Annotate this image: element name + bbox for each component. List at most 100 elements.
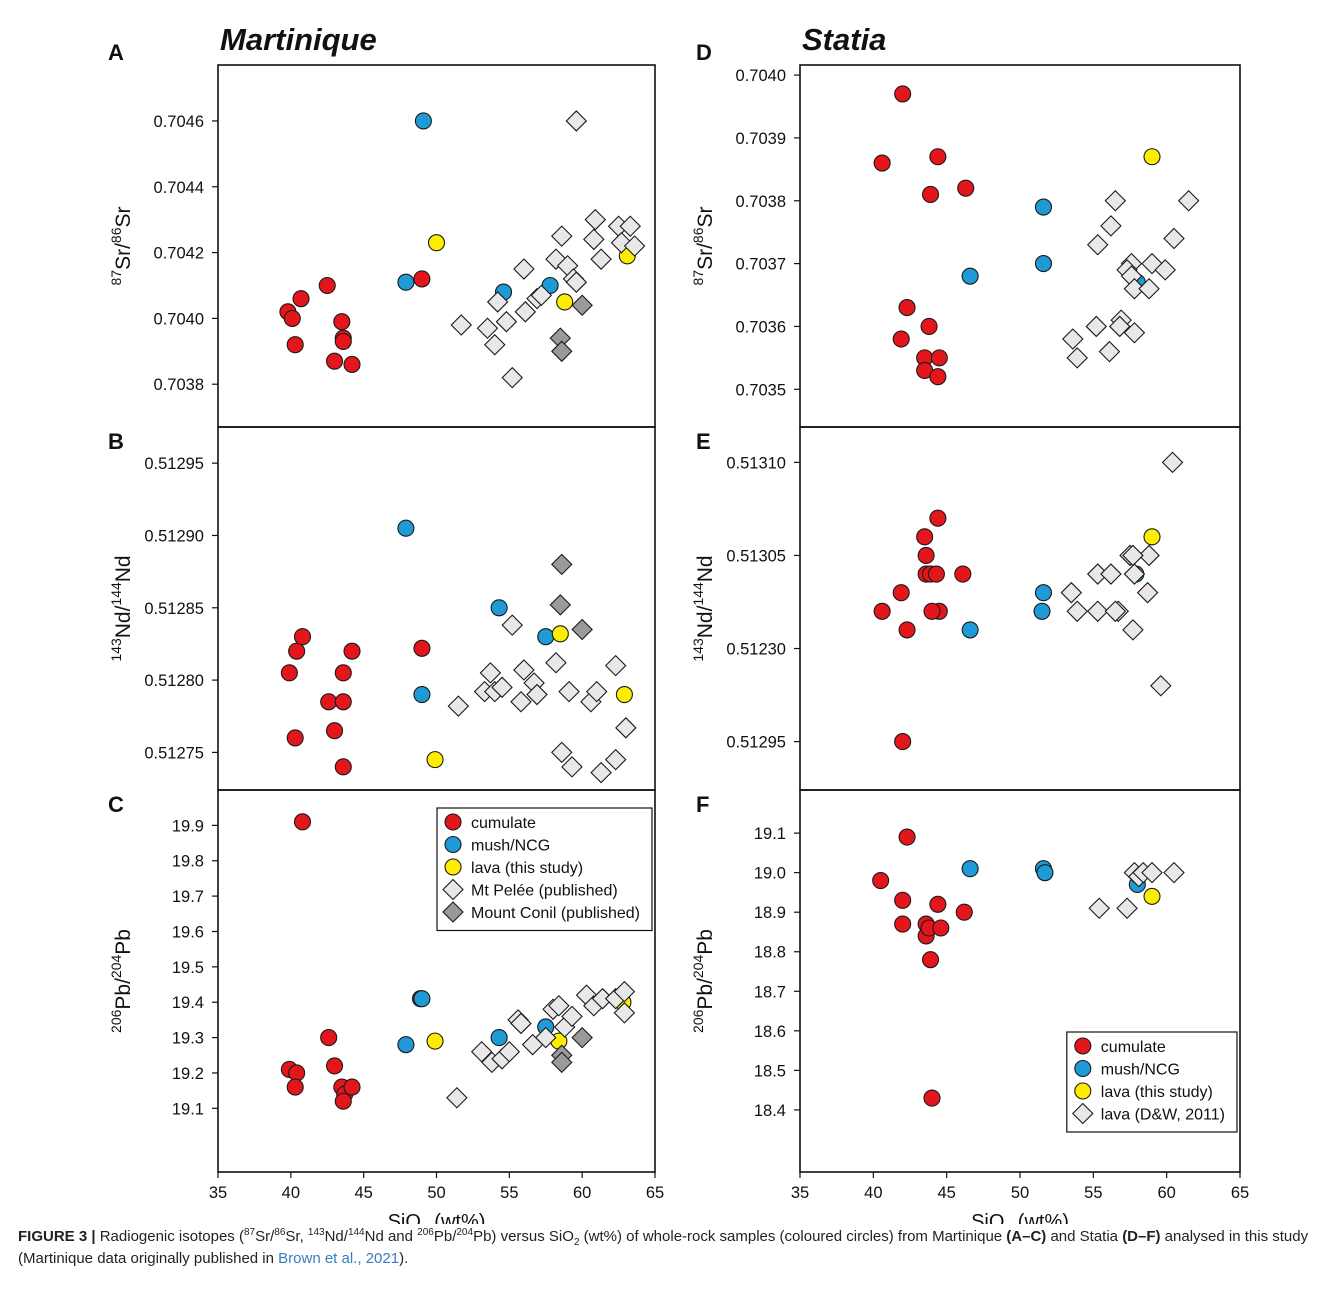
data-point [613,980,636,1003]
legend-marker [1074,1059,1092,1078]
data-point [894,85,912,103]
data-point [894,915,912,933]
data-point [916,528,934,546]
data-point [961,267,979,285]
y-tick-label: 0.7044 [154,179,204,197]
y-axis-label-part: 144 [108,582,124,606]
data-point [427,234,446,252]
caption-text: Sr, [285,1228,308,1245]
x-tick-label: 60 [1157,1184,1175,1202]
data-point [565,110,588,132]
data-point [872,872,890,890]
y-tick-label: 18.6 [754,1023,786,1041]
legend-label: Mount Conil (published) [471,905,640,922]
caption-text: (A–C) [1006,1228,1047,1245]
data-point [413,639,431,657]
y-axis-label-part: 204 [690,955,706,979]
data-point [1066,347,1088,369]
data-point [1034,255,1053,273]
legend-marker [444,858,462,876]
panel-label: F [696,792,709,817]
data-point [1033,602,1051,620]
data-point [450,314,473,336]
x-axis-label-part: (wt%) [1012,1211,1069,1224]
data-point [585,680,608,703]
caption-text: Sr/ [255,1228,275,1245]
y-tick-label: 0.51275 [144,744,204,762]
y-axis-label-part: 87 [108,270,124,286]
data-point [921,951,940,969]
caption-link[interactable]: Brown et al., 2021 [278,1250,400,1267]
caption-text: FIGURE 3 | [18,1228,96,1245]
caption-text: 144 [347,1227,365,1238]
y-tick-label: 0.51285 [144,600,204,618]
data-point [1100,215,1122,237]
data-point [1034,198,1053,216]
y-axis-label: 87Sr/86Sr [108,206,135,285]
data-point [1123,563,1146,585]
x-tick-label: 55 [500,1184,518,1202]
data-point [286,1078,304,1096]
caption-text: Radiogenic isotopes ( [95,1228,244,1245]
data-point [615,717,637,739]
caption-text: Pb/ [433,1228,457,1245]
data-point [898,828,916,846]
data-point [873,154,891,172]
data-point [1141,861,1163,884]
y-axis-label-part: 143 [108,638,124,662]
data-point [325,1057,344,1075]
data-point [961,621,979,639]
data-point [343,355,361,374]
data-point [479,662,502,684]
y-tick-label: 19.1 [754,825,786,843]
legend: cumulate mush/NCG lava (this study) lava (D… [1066,1031,1238,1133]
data-point [397,1036,415,1054]
data-point [447,695,470,717]
data-point [584,208,607,231]
data-point [561,1005,583,1028]
x-tick-label: 45 [354,1184,372,1202]
plot-frame [799,426,1241,791]
y-tick-label: 0.7040 [154,310,204,328]
data-point [892,330,910,348]
y-tick-label: 18.5 [754,1062,786,1080]
data-point [590,761,612,784]
data-point [334,1092,352,1110]
data-point [619,215,642,238]
panel-label: A [108,40,124,65]
data-point [426,751,444,769]
data-point [550,1051,573,1074]
data-point [1098,340,1121,363]
x-axis-label-part: (wt%) [429,1211,486,1224]
y-tick-label: 0.7038 [154,376,204,394]
data-point [898,621,916,639]
caption-text: Nd and [364,1228,418,1245]
x-axis-label-part: 2 [1004,1221,1012,1224]
y-tick-label: 19.3 [172,1030,204,1048]
caption-text: 86 [274,1227,286,1238]
data-point [498,1040,521,1063]
data-point [325,352,344,370]
data-point [446,1086,468,1109]
x-tick-label: 50 [427,1184,445,1202]
y-axis-label-part: 86 [108,227,124,243]
data-point [954,565,972,583]
data-point [413,270,431,288]
caption-text: (D–F) [1122,1228,1161,1245]
data-point [526,683,548,706]
legend-marker [444,835,462,854]
y-tick-label: 18.8 [754,944,786,962]
data-point [548,994,570,1017]
data-point [320,1029,338,1047]
y-tick-label: 19.9 [172,817,204,835]
y-axis-label: 143Nd/144Nd [690,555,717,661]
caption-text: Nd/ [324,1228,348,1245]
data-point [537,628,555,646]
x-tick-label: 50 [1011,1184,1029,1202]
data-point [1104,600,1127,623]
x-tick-label: 35 [791,1184,809,1202]
caption-text: 206 [417,1227,434,1238]
y-axis-label-part: Nd/ [112,605,135,638]
data-point [501,366,524,389]
